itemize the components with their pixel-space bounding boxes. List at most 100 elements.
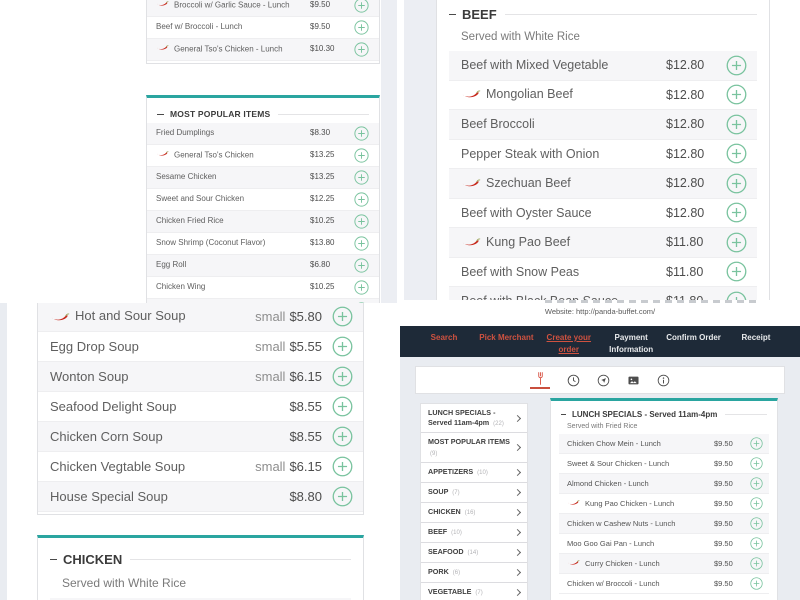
collapse-icon[interactable]	[157, 113, 164, 115]
add-item-button[interactable]	[750, 537, 763, 550]
menu-item-row: Moo Goo Gai Pan - Lunch $9.50	[559, 534, 769, 554]
menu-item-list: Beef with Mixed Vegetable $12.80 Mongoli…	[449, 51, 757, 300]
price-box: $8.80	[289, 489, 322, 504]
add-item-button[interactable]	[726, 114, 747, 135]
category-item[interactable]: BEEF (10)	[421, 523, 527, 543]
add-item-button[interactable]	[354, 148, 369, 163]
add-item-button[interactable]	[332, 366, 353, 387]
hours-tab[interactable]	[567, 374, 580, 387]
item-name: Broccoli w/ Garlic Sauce - Lunch	[156, 0, 310, 11]
add-item-button[interactable]	[726, 55, 747, 76]
add-item-button[interactable]	[354, 20, 369, 35]
add-item-button[interactable]	[354, 192, 369, 207]
add-item-button[interactable]	[726, 143, 747, 164]
location-tab[interactable]	[597, 374, 610, 387]
nav-step[interactable]: Pick Merchant	[476, 332, 536, 344]
category-item[interactable]: VEGETABLE (7)	[421, 583, 527, 600]
item-name: Beef with Mixed Vegetable	[461, 58, 609, 73]
add-item-button[interactable]	[354, 0, 369, 13]
add-item-button[interactable]	[750, 477, 763, 490]
add-item-button[interactable]	[332, 336, 353, 357]
item-name: Sweet and Sour Chicken	[156, 194, 245, 204]
add-item-button[interactable]	[354, 236, 369, 251]
menu-item-row: Chicken Chow Mein - Lunch $9.50	[559, 434, 769, 454]
price-box: $8.55	[289, 429, 322, 444]
item-name: Egg Drop Soup	[50, 339, 139, 354]
add-item-button[interactable]	[750, 577, 763, 590]
menu-tab[interactable]	[530, 371, 550, 389]
add-item-button[interactable]	[332, 456, 353, 477]
category-count: (16)	[464, 510, 476, 517]
item-price: $8.30	[310, 128, 331, 138]
add-item-button[interactable]	[354, 214, 369, 229]
item-price: $9.50	[714, 459, 733, 468]
add-item-button[interactable]	[332, 306, 353, 327]
item-name: General Tso's Chicken	[156, 150, 310, 161]
nav-step[interactable]: Search	[414, 332, 474, 344]
add-item-button[interactable]	[750, 457, 763, 470]
lunch-specials-card: LUNCH SPECIALS - Served 11am-4pm Served …	[550, 398, 778, 600]
add-item-button[interactable]	[726, 202, 747, 223]
collapse-icon[interactable]	[50, 559, 57, 560]
menu-item-row: Chicken Fried Rice $10.25	[147, 211, 379, 233]
menu-item-row: Beef with Snow Peas $11.80	[449, 258, 757, 287]
add-item-button[interactable]	[726, 84, 747, 105]
item-name: Almond Chicken - Lunch	[567, 479, 649, 488]
menu-item-list: Chicken Chow Mein - Lunch $9.50 Sweet & …	[559, 434, 769, 594]
item-price: $6.15	[289, 459, 322, 474]
item-name: Sweet & Sour Chicken - Lunch	[567, 459, 670, 468]
chevron-right-icon	[513, 488, 522, 496]
nav-step[interactable]: Payment Information	[601, 332, 661, 355]
add-item-button[interactable]	[750, 497, 763, 510]
item-price: $9.50	[714, 519, 733, 528]
category-item[interactable]: CHICKEN (16)	[421, 503, 527, 523]
category-count: (7)	[452, 490, 460, 497]
item-name: Mongolian Beef	[461, 87, 666, 102]
add-item-button[interactable]	[750, 517, 763, 530]
item-price: $11.80	[666, 235, 704, 250]
category-item[interactable]: PORK (6)	[421, 563, 527, 583]
category-item[interactable]: SEAFOOD (14)	[421, 543, 527, 563]
add-item-button[interactable]	[354, 42, 369, 57]
category-item[interactable]: SOUP (7)	[421, 483, 527, 503]
nav-step[interactable]: Confirm Order	[664, 332, 724, 344]
add-item-button[interactable]	[750, 557, 763, 570]
page-background-strip	[381, 0, 397, 303]
add-item-button[interactable]	[726, 232, 747, 253]
spicy-chili-icon	[567, 499, 580, 508]
category-item[interactable]: MOST POPULAR ITEMS (9)	[421, 433, 527, 463]
menu-item-row: Kung Pao Chicken - Lunch $9.50	[559, 494, 769, 514]
add-item-button[interactable]	[354, 126, 369, 141]
add-item-button[interactable]	[726, 173, 747, 194]
add-item-button[interactable]	[354, 170, 369, 185]
section-subtitle: Served with Fried Rice	[567, 423, 638, 430]
size-label: small	[255, 309, 286, 324]
menu-item-row: Kung Pao Beef $11.80	[449, 228, 757, 258]
info-tab[interactable]	[657, 374, 670, 387]
add-item-button[interactable]	[726, 261, 747, 282]
add-item-button[interactable]	[332, 486, 353, 507]
item-price: $10.25	[310, 216, 335, 226]
spicy-chili-icon	[156, 150, 169, 160]
menu-item-row: Wonton Soup small $6.15	[38, 362, 363, 392]
clipped-text-sliver	[545, 300, 760, 303]
add-item-button[interactable]	[750, 437, 763, 450]
collapse-icon[interactable]	[449, 14, 456, 15]
add-item-button[interactable]	[726, 291, 747, 300]
collapse-icon[interactable]	[561, 414, 566, 415]
item-name: Beef with Snow Peas	[461, 264, 580, 279]
add-item-button[interactable]	[354, 280, 369, 295]
add-item-button[interactable]	[332, 426, 353, 447]
category-label: VEGETABLE (7)	[428, 587, 483, 597]
category-item[interactable]: APPETIZERS (10)	[421, 463, 527, 483]
item-price: $9.50	[310, 0, 331, 10]
nav-step[interactable]: Receipt	[726, 332, 786, 344]
add-item-button[interactable]	[332, 396, 353, 417]
nav-step-label: Create your order	[546, 333, 592, 354]
nav-step[interactable]: Create your order	[539, 332, 599, 355]
photos-tab[interactable]	[627, 374, 640, 387]
item-price: $5.55	[289, 339, 322, 354]
category-item[interactable]: LUNCH SPECIALS - Served 11am-4pm (22)	[421, 404, 527, 434]
chevron-right-icon	[513, 414, 522, 422]
add-item-button[interactable]	[354, 258, 369, 273]
